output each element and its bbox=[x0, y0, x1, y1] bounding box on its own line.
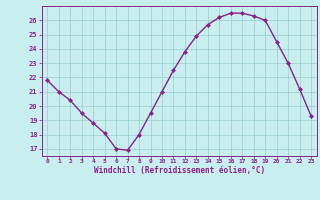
X-axis label: Windchill (Refroidissement éolien,°C): Windchill (Refroidissement éolien,°C) bbox=[94, 166, 265, 175]
